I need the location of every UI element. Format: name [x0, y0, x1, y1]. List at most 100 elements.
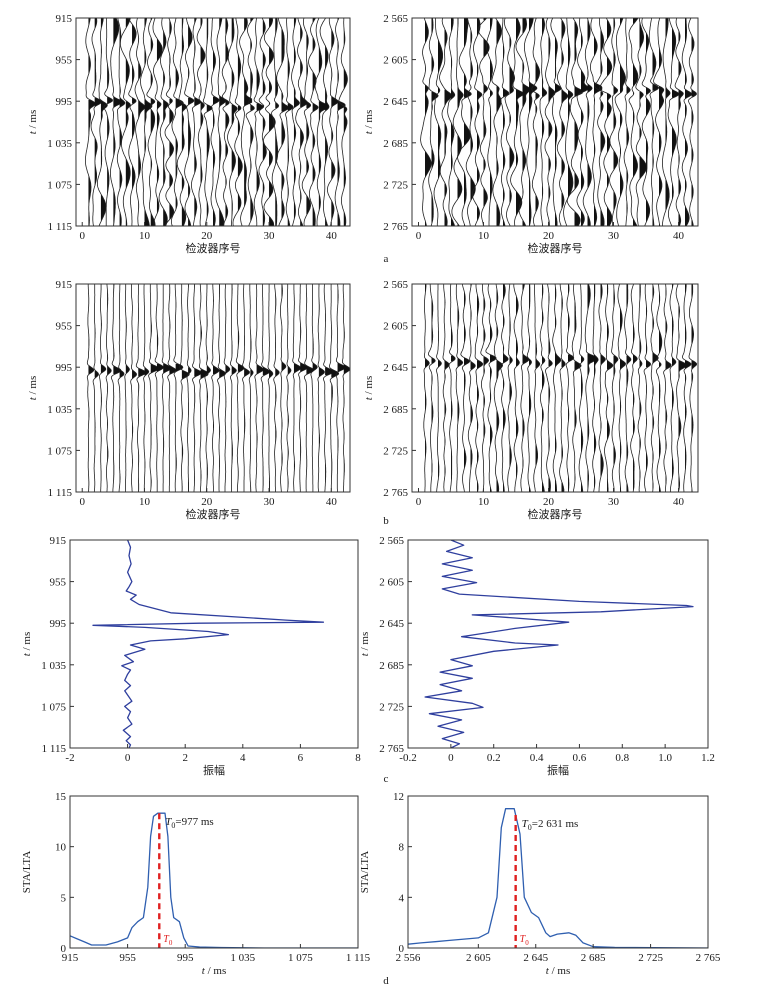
wiggle-trace: [310, 284, 318, 492]
wiggle-fill: [490, 18, 493, 203]
wiggle-fill: [581, 292, 584, 492]
wiggle-fill: [529, 284, 532, 492]
y-tick-label: 915: [56, 13, 73, 25]
wiggle-fill: [119, 26, 125, 226]
x-tick-label: 1 115: [346, 952, 371, 964]
wiggle-trace: [258, 18, 267, 226]
x-tick-label: 10: [139, 230, 151, 242]
series-line: [70, 812, 358, 948]
y-tick-label: 2 685: [383, 138, 408, 150]
wiggle-trace: [688, 18, 697, 226]
wiggle-trace: [559, 284, 566, 492]
wiggle-fill: [281, 284, 286, 468]
wiggle-trace: [584, 284, 596, 492]
wiggle-trace: [455, 284, 464, 492]
panel-b-right: 2 565 2 605 2 645 2 685 2 725 2 765 0 10 20 30 40 t…: [363, 279, 699, 521]
wiggle-trace: [134, 18, 146, 226]
plot-area: [408, 808, 708, 948]
plot-area: [86, 284, 350, 492]
wiggle-trace: [161, 284, 172, 492]
wiggle-trace: [485, 284, 497, 492]
wiggle-trace: [273, 284, 280, 492]
wiggle-trace: [474, 284, 484, 492]
wiggle-trace: [341, 284, 350, 492]
wiggle-trace: [550, 18, 562, 226]
x-tick-label: 40: [326, 230, 338, 242]
y-tick-label: 2 565: [383, 279, 408, 291]
wiggle-trace: [260, 284, 271, 492]
wiggle-fill: [281, 28, 289, 220]
wiggle-trace: [110, 284, 122, 492]
y-axis-label: t / ms: [359, 632, 371, 656]
wiggle-fill: [150, 18, 156, 226]
y-tick-label: 5: [61, 892, 67, 904]
wiggle-trace: [117, 284, 125, 492]
y-tick-label: 1 075: [47, 179, 72, 191]
wiggle-trace: [566, 18, 583, 226]
y-axis-label: STA/LTA: [21, 851, 33, 894]
wiggle-trace: [423, 284, 430, 492]
wiggle-trace: [500, 18, 510, 226]
wiggle-trace: [433, 18, 444, 226]
wiggle-trace: [210, 18, 220, 226]
wiggle-trace: [319, 18, 330, 226]
wiggle-fill: [250, 330, 254, 492]
wiggle-trace: [253, 18, 265, 226]
wiggle-trace: [198, 284, 209, 492]
x-tick-label: 10: [478, 496, 490, 508]
x-axis-label: 检波器序号: [186, 241, 241, 255]
wiggle-trace: [480, 284, 490, 492]
wiggle-fill: [244, 18, 252, 207]
wiggle-trace: [491, 18, 503, 226]
plot-area: [85, 18, 348, 226]
axes-frame: [411, 17, 699, 227]
onset-base-label: T0: [163, 934, 173, 947]
wiggle-trace: [86, 284, 95, 492]
wiggle-fill: [144, 319, 149, 480]
wiggle-trace: [565, 284, 575, 492]
wiggle-trace: [524, 18, 538, 226]
onset-value-text: =977 ms: [175, 816, 213, 828]
wiggle-fill: [312, 333, 318, 492]
axes-frame: [407, 539, 709, 749]
wiggle-trace: [420, 18, 432, 226]
wiggle-fill: [125, 315, 130, 473]
wiggle-trace: [301, 18, 312, 226]
x-tick-label: 20: [201, 496, 213, 508]
x-tick-label: 1.2: [701, 752, 715, 764]
wiggle-trace: [242, 284, 250, 492]
wiggle-trace: [322, 284, 334, 492]
wiggle-fill: [516, 295, 520, 480]
wiggle-trace: [653, 18, 665, 226]
wiggle-fill: [225, 18, 230, 220]
wiggle-trace: [544, 18, 556, 226]
onset-base-subscript: 0: [169, 939, 173, 947]
x-tick-label: 1.0: [658, 752, 672, 764]
series-line: [424, 540, 694, 748]
wiggle-trace: [308, 18, 319, 226]
x-axis-label: 检波器序号: [528, 241, 583, 255]
wiggle-trace: [681, 284, 692, 492]
y-tick-label: 1 035: [47, 138, 72, 150]
x-tick-label: 30: [264, 230, 276, 242]
x-tick-label: 2 605: [466, 952, 491, 964]
wiggle-fill: [438, 39, 443, 179]
y-tick-label: 1 075: [41, 701, 66, 713]
wiggle-fill: [691, 284, 697, 492]
wiggle-fill: [613, 18, 618, 211]
x-tick-label: 6: [298, 752, 304, 764]
wiggle-trace: [103, 18, 114, 226]
y-tick-label: 2 565: [379, 535, 404, 547]
wiggle-fill: [256, 67, 264, 226]
wiggle-fill: [269, 18, 276, 226]
wiggle-trace: [667, 18, 680, 226]
y-tick-label: 2 645: [383, 362, 408, 374]
wiggle-fill: [119, 284, 124, 486]
y-tick-label: 2 765: [379, 743, 404, 755]
panel-c-left: 915 955 995 1 035 1 075 1 115-2 0 2 4 6 8 t / ms 振幅: [21, 535, 361, 777]
wiggle-fill: [438, 284, 442, 481]
x-tick-label: 2 685: [581, 952, 606, 964]
x-tick-label: 30: [608, 230, 620, 242]
wiggle-fill: [574, 299, 582, 484]
